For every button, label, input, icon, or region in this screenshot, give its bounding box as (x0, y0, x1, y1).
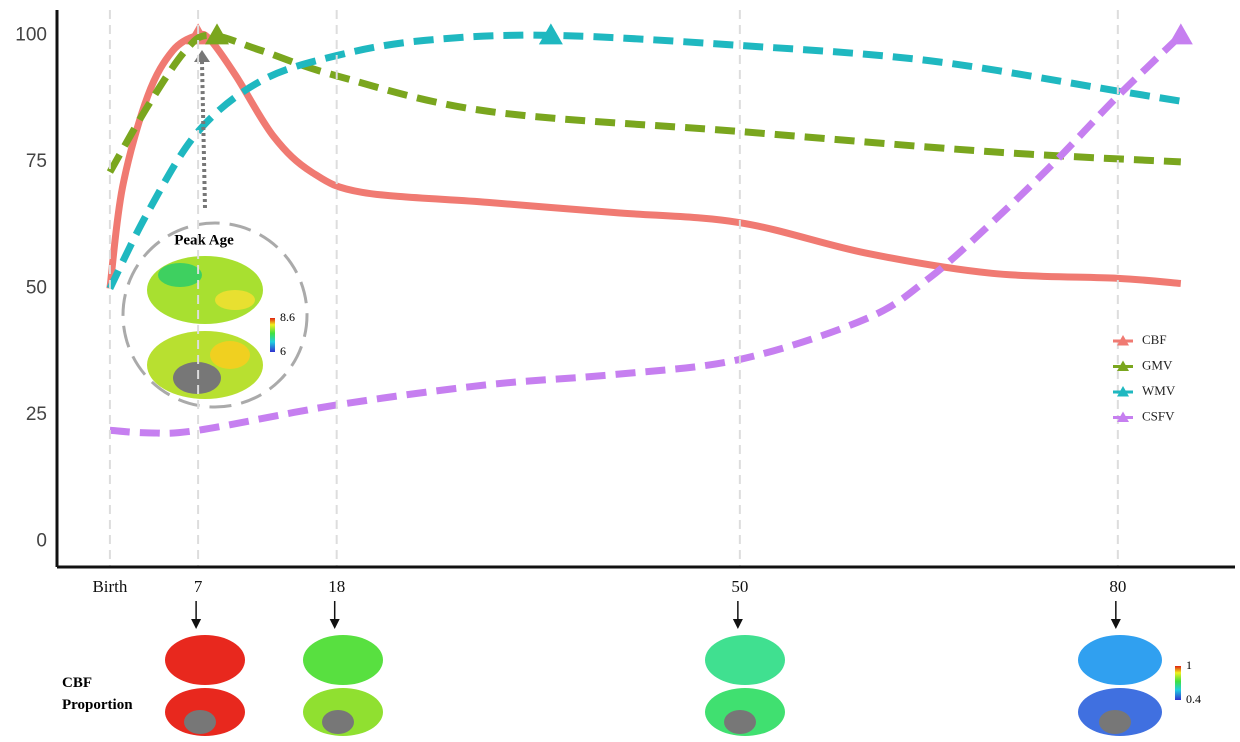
x-tick-label: 18 (328, 577, 345, 596)
tick-arrow-head (191, 619, 201, 629)
colorbar-label: 6 (280, 344, 286, 358)
chart: Peak Age Birth 7 18 50 80 0 25 50 75 100 CBF GMV WMV… (0, 0, 1240, 742)
legend-label: CBF (1142, 332, 1167, 347)
series-line (110, 35, 1181, 172)
y-tick-label: 75 (26, 151, 47, 172)
series-line (110, 35, 1181, 433)
series-line (110, 35, 1181, 288)
tick-arrow-head (733, 619, 743, 629)
legend-label: CSFV (1142, 408, 1175, 423)
inset-arrow (202, 62, 205, 208)
brain-region (215, 290, 255, 310)
colorbar-label: 8.6 (280, 310, 295, 324)
tick-arrow-head (330, 619, 340, 629)
x-tick-label: Birth (92, 577, 127, 596)
inset-title: Peak Age (174, 232, 234, 248)
brain-row (165, 635, 1162, 736)
brain-stem (322, 710, 354, 734)
brain-stem (1099, 710, 1131, 734)
inset-arrow-head (194, 50, 210, 62)
brain-stem (724, 710, 756, 734)
brain (165, 635, 245, 685)
colorbar (1175, 666, 1181, 700)
colorbar-label: 0.4 (1186, 692, 1201, 706)
brain (1078, 635, 1162, 685)
x-tick-label: 7 (194, 577, 203, 596)
brain-region (210, 341, 250, 369)
peak-marker (1169, 23, 1193, 44)
brain-stem (173, 362, 221, 394)
proportion-label: CBF Proportion (62, 672, 152, 716)
tick-arrow-head (1111, 619, 1121, 629)
x-tick-label: 50 (731, 577, 748, 596)
y-tick-label: 0 (36, 531, 47, 552)
lines (110, 23, 1193, 433)
colorbar (270, 318, 275, 352)
page: {"chart_data": {"type": "line", "xlim": … (0, 0, 1240, 742)
colorbar-label: 1 (1186, 658, 1192, 672)
brain-stem (184, 710, 216, 734)
x-tick-label: 80 (1109, 577, 1126, 596)
brain (705, 635, 785, 685)
y-tick-label: 50 (26, 278, 47, 299)
brain (147, 256, 263, 324)
brain (303, 635, 383, 685)
y-tick-label: 25 (26, 404, 47, 425)
brain-region (158, 263, 202, 287)
y-tick-label: 100 (15, 24, 47, 45)
legend-label: GMV (1142, 357, 1173, 372)
legend-label: WMV (1142, 383, 1176, 398)
